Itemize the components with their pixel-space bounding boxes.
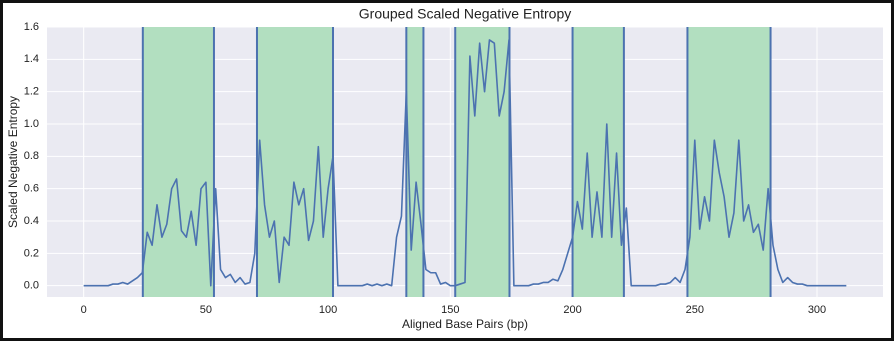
y-tick-label: 1.6 [24, 21, 39, 33]
y-tick-label: 1.2 [24, 86, 39, 98]
y-tick-label: 0.2 [24, 247, 39, 259]
x-tick-label: 300 [808, 304, 826, 316]
y-tick-label: 0.8 [24, 150, 39, 162]
y-tick-label: 1.0 [24, 118, 39, 130]
y-tick-label: 0.6 [24, 183, 39, 195]
y-tick-label: 0.4 [24, 215, 39, 227]
x-axis-label: Aligned Base Pairs (bp) [402, 317, 528, 331]
y-axis-label: Scaled Negative Entropy [6, 96, 20, 228]
x-tick-label: 0 [81, 304, 87, 316]
highlight-span [256, 27, 333, 297]
x-tick-label: 150 [441, 304, 459, 316]
highlight-span [142, 27, 214, 297]
x-tick-label: 100 [319, 304, 337, 316]
x-tick-label: 200 [563, 304, 581, 316]
x-tick-label: 50 [200, 304, 212, 316]
y-tick-label: 1.4 [24, 53, 39, 65]
chart-title: Grouped Scaled Negative Entropy [359, 6, 571, 22]
y-tick-label: 0.0 [24, 280, 39, 292]
data-line [83, 39, 847, 287]
x-tick-label: 250 [686, 304, 704, 316]
highlight-span [687, 27, 771, 297]
